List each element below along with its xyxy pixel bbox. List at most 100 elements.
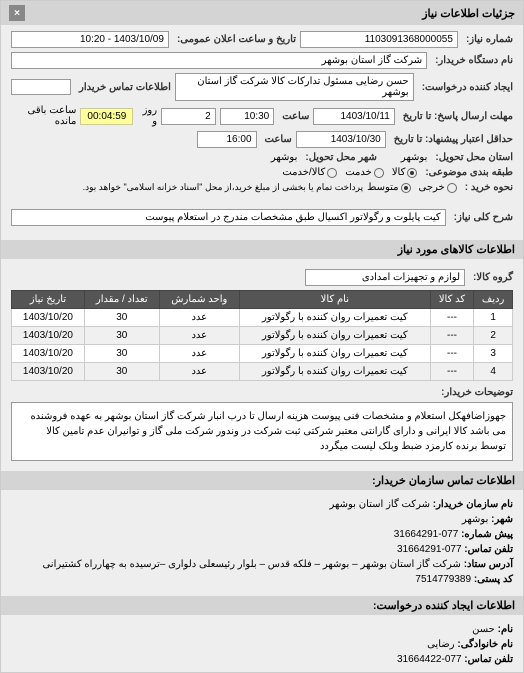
table-cell: عدد — [159, 327, 239, 345]
table-cell: 1403/10/20 — [12, 309, 85, 327]
radio-icon — [447, 183, 457, 193]
purchase-type-label: نحوه خرید : — [465, 182, 513, 193]
radio-icon — [407, 168, 417, 178]
radio-icon — [327, 168, 337, 178]
deadline-send-time-label: ساعت — [282, 111, 309, 122]
delivery-city-label: شهر محل تحویل: — [305, 152, 377, 163]
delivery-province-label: استان محل تحویل: — [435, 152, 513, 163]
table-cell: کیت تعمیرات روان کننده با رگولاتور — [239, 345, 430, 363]
contact-field — [11, 79, 71, 95]
pricing-options: کالا خدمت کالا/خدمت — [282, 167, 417, 178]
number-label: شماره نیاز: — [466, 34, 513, 45]
goods-section: گروه کالا: لوازم و تجهیزات امدادی ردیف ک… — [1, 263, 523, 467]
table-row: 1---کیت تعمیرات روان کننده با رگولاتورعد… — [12, 309, 513, 327]
table-row: 3---کیت تعمیرات روان کننده با رگولاتورعد… — [12, 345, 513, 363]
header-title: جزئیات اطلاعات نیاز — [422, 7, 515, 20]
table-cell: عدد — [159, 309, 239, 327]
col-date: تاریخ نیاز — [12, 291, 85, 309]
remaining-days: 2 — [161, 108, 216, 125]
col-code: کد کالا — [430, 291, 474, 309]
table-cell: 30 — [84, 309, 159, 327]
deadline-send-date: 1403/10/11 — [313, 108, 394, 125]
city-value: بوشهر — [462, 514, 488, 525]
table-cell: --- — [430, 327, 474, 345]
contact-label: اطلاعات تماس خریدار — [79, 82, 171, 93]
table-cell: --- — [430, 363, 474, 381]
radio-icon — [374, 168, 384, 178]
creator-name-label: نام: — [498, 624, 513, 635]
request-section: شماره نیاز: 1103091368000055 تاریخ و ساع… — [1, 25, 523, 203]
table-cell: 30 — [84, 363, 159, 381]
col-name: نام کالا — [239, 291, 430, 309]
table-cell: 30 — [84, 327, 159, 345]
pricing-label: طبقه بندی موضوعی: — [425, 167, 513, 178]
remaining-days-label: روز و — [137, 105, 157, 127]
header-bar: جزئیات اطلاعات نیاز × — [1, 1, 523, 25]
purchase-option-0[interactable]: خرجی — [419, 182, 457, 193]
table-cell: 1403/10/20 — [12, 345, 85, 363]
close-icon[interactable]: × — [9, 5, 25, 21]
org-value: شرکت گاز استان بوشهر — [330, 499, 430, 510]
pricing-option-2[interactable]: کالا/خدمت — [282, 167, 337, 178]
validity-label: حداقل اعتبار پیشنهاد: تا تاریخ — [394, 134, 513, 145]
table-cell: 3 — [474, 345, 513, 363]
delivery-city: بوشهر — [271, 152, 297, 163]
remaining-suffix: ساعت باقی مانده — [11, 105, 76, 127]
description-label: توضیحات خریدار: — [441, 387, 513, 398]
col-index: ردیف — [474, 291, 513, 309]
datetime-label: تاریخ و ساعت اعلان عمومی: — [177, 34, 296, 45]
address-label: آدرس ستاد: — [464, 559, 513, 570]
city-label: شهر: — [491, 514, 513, 525]
validity-time: 16:00 — [197, 131, 257, 148]
goods-section-title: اطلاعات کالاهای مورد نیاز — [1, 240, 523, 259]
table-cell: 30 — [84, 345, 159, 363]
table-cell: عدد — [159, 363, 239, 381]
purchase-options: خرجی متوسط — [367, 182, 457, 193]
creator-phone-label: تلفن تماس: — [464, 654, 513, 665]
buyer-info-block: نام سازمان خریدار: شرکت گاز استان بوشهر … — [1, 494, 523, 592]
goods-group-value: لوازم و تجهیزات امدادی — [305, 269, 465, 286]
phone-value: 077-31664291 — [397, 544, 462, 555]
deadline-send-time: 10:30 — [220, 108, 275, 125]
pricing-option-1[interactable]: خدمت — [345, 167, 384, 178]
prefix-label: پیش شماره: — [461, 529, 513, 540]
col-qty: تعداد / مقدار — [84, 291, 159, 309]
purchase-option-1[interactable]: متوسط — [367, 182, 410, 193]
validity-date: 1403/10/30 — [296, 131, 386, 148]
main-title-value: کیت پایلوت و رگولاتور اکسیال طبق مشخصات … — [11, 209, 446, 226]
prefix-value: 077-31664291 — [394, 529, 459, 540]
table-cell: کیت تعمیرات روان کننده با رگولاتور — [239, 363, 430, 381]
creator-family: رضایی — [427, 639, 455, 650]
main-container: جزئیات اطلاعات نیاز × شماره نیاز: 110309… — [0, 0, 524, 673]
requester-name: حسن رضایی مسئول تدارکات کالا شرکت گاز اس… — [175, 73, 414, 101]
creator-name: حسن — [472, 624, 495, 635]
org-label: نام سازمان خریدار: — [433, 499, 513, 510]
main-title-section: شرح کلی نیاز: کیت پایلوت و رگولاتور اکسی… — [1, 203, 523, 236]
table-row: 4---کیت تعمیرات روان کننده با رگولاتورعد… — [12, 363, 513, 381]
table-cell: عدد — [159, 345, 239, 363]
creator-family-label: نام خانوادگی: — [457, 639, 513, 650]
goods-group-label: گروه کالا: — [473, 272, 513, 283]
table-cell: کیت تعمیرات روان کننده با رگولاتور — [239, 309, 430, 327]
address-value: شرکت گاز استان بوشهر – بوشهر – فلکه قدس … — [42, 559, 460, 570]
creator-info-block: نام: حسن نام خانوادگی: رضایی تلفن تماس: … — [1, 619, 523, 672]
table-cell: 2 — [474, 327, 513, 345]
description-text: جهوزاضافهکل استعلام و مشخصات فنی پیوست ه… — [11, 402, 513, 461]
delivery-province: بوشهر — [401, 152, 427, 163]
table-cell: 1403/10/20 — [12, 327, 85, 345]
table-cell: 1403/10/20 — [12, 363, 85, 381]
requester-label: ایجاد کننده درخواست: — [422, 82, 513, 93]
remaining-time: 00:04:59 — [80, 108, 133, 125]
table-header-row: ردیف کد کالا نام کالا واحد شمارش تعداد /… — [12, 291, 513, 309]
radio-icon — [401, 183, 411, 193]
main-title-label: شرح کلی نیاز: — [454, 212, 513, 223]
col-unit: واحد شمارش — [159, 291, 239, 309]
table-cell: 1 — [474, 309, 513, 327]
table-cell: --- — [430, 309, 474, 327]
request-number: 1103091368000055 — [300, 31, 458, 48]
purchase-note: پرداخت تمام یا بخشی از مبلغ خرید،از محل … — [83, 182, 363, 193]
pricing-option-0[interactable]: کالا — [392, 167, 418, 178]
deadline-send-label: مهلت ارسال پاسخ: تا تاریخ — [403, 111, 513, 122]
table-cell: 4 — [474, 363, 513, 381]
creator-info-title: اطلاعات ایجاد کننده درخواست: — [1, 596, 523, 615]
